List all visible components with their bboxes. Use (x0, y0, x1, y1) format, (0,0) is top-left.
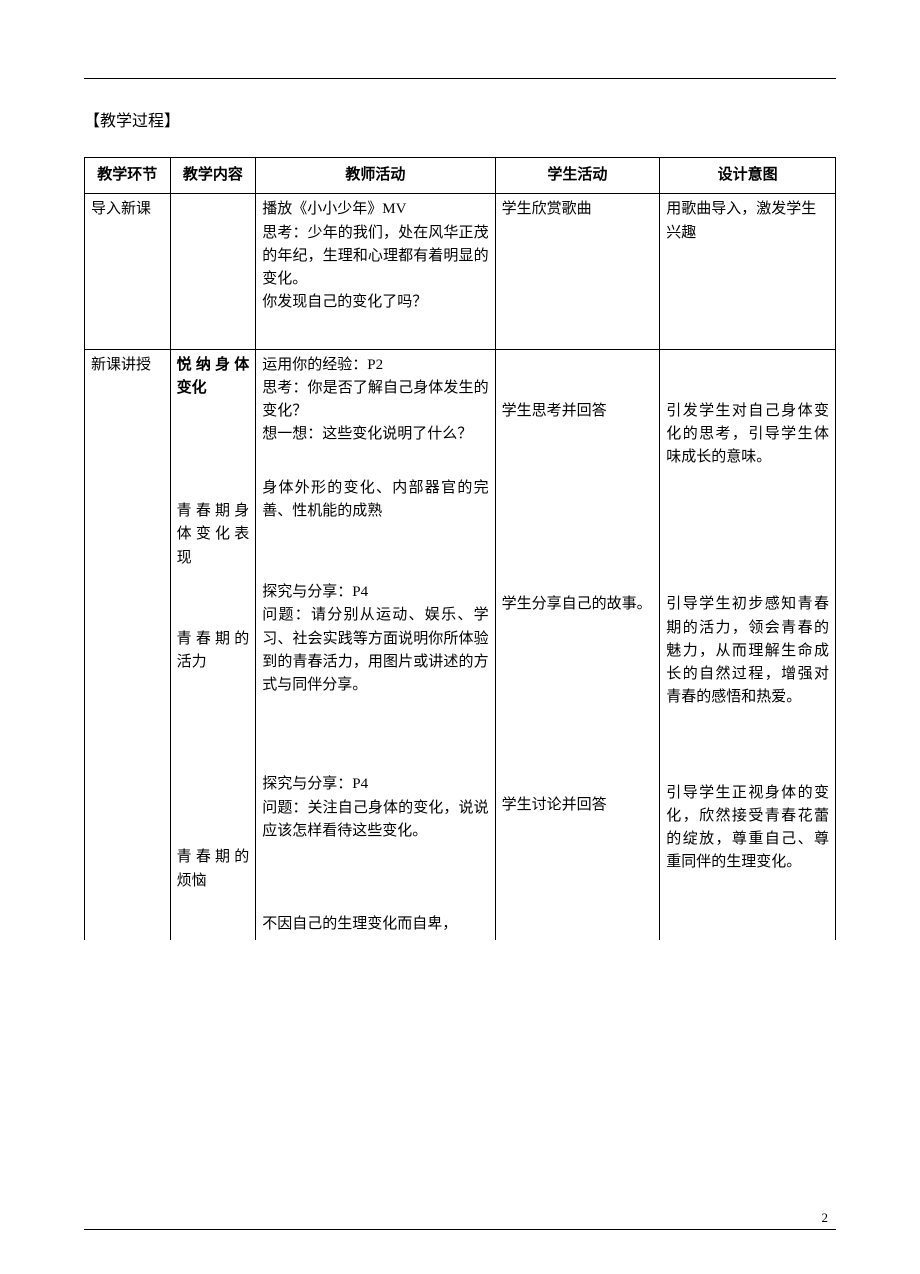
b3-student: 学生分享自己的故事。 (502, 593, 654, 616)
intro-teacher-l2: 思考：少年的我们，处在风华正茂的年纪，生理和心理都有着明显的变化。 (262, 222, 488, 292)
col-student: 学生活动 (495, 158, 660, 194)
b3-teacher-l1: 探究与分享：P4 (262, 581, 488, 604)
intro-content (170, 194, 256, 349)
b1-student: 学生思考并回答 (502, 400, 654, 423)
b4-student: 学生讨论并回答 (502, 794, 654, 817)
tail-line: 不因自己的生理变化而自卑， (262, 913, 488, 936)
header-rule (84, 78, 836, 79)
intro-intent: 用歌曲导入，激发学生兴趣 (660, 194, 836, 349)
intro-teacher: 播放《小小少年》MV 思考：少年的我们，处在风华正茂的年纪，生理和心理都有着明显… (256, 194, 495, 349)
main-content-col: 悦纳身体变化 青春期身体变化表现 青春期的活力 青春期的烦恼 (170, 349, 256, 940)
intro-row: 导入新课 播放《小小少年》MV 思考：少年的我们，处在风华正茂的年纪，生理和心理… (85, 194, 836, 349)
b2-teacher: 身体外形的变化、内部器官的完善、性机能的成熟 (262, 477, 488, 524)
b2-content: 青春期身体变化表现 (177, 500, 250, 570)
main-student-col: 学生思考并回答 学生分享自己的故事。 学生讨论并回答 (495, 349, 660, 940)
intro-student: 学生欣赏歌曲 (495, 194, 660, 349)
lesson-table: 教学环节 教学内容 教师活动 学生活动 设计意图 导入新课 播放《小小少年》MV… (84, 157, 836, 940)
b4-intent: 引导学生正视身体的变化，欣然接受青春花蕾的绽放，尊重自己、尊重同伴的生理变化。 (666, 782, 829, 875)
section-title: 【教学过程】 (84, 107, 836, 131)
main-intent-col: 引发学生对自己身体变化的思考，引导学生体味成长的意味。 引导学生初步感知青春期的… (660, 349, 836, 940)
b4-content: 青春期的烦恼 (177, 846, 250, 893)
intro-stage: 导入新课 (85, 194, 171, 349)
b3-content: 青春期的活力 (177, 628, 250, 675)
col-stage: 教学环节 (85, 158, 171, 194)
b1-intent: 引发学生对自己身体变化的思考，引导学生体味成长的意味。 (666, 400, 829, 470)
b4-teacher-l2: 问题：关注自己身体的变化，说说应该怎样看待这些变化。 (262, 797, 488, 844)
b3-teacher-l2: 问题：请分别从运动、娱乐、学习、社会实践等方面说明你所体验到的青春活力，用图片或… (262, 604, 488, 697)
footer-rule (84, 1229, 836, 1230)
page-number: 2 (822, 1210, 829, 1226)
intro-teacher-l3: 你发现自己的变化了吗？ (262, 291, 488, 314)
page-footer: 2 (0, 1229, 920, 1238)
table-header-row: 教学环节 教学内容 教师活动 学生活动 设计意图 (85, 158, 836, 194)
main-stage: 新课讲授 (85, 349, 171, 940)
b4-teacher-l1: 探究与分享：P4 (262, 773, 488, 796)
col-content: 教学内容 (170, 158, 256, 194)
b1-teacher-l3: 想一想：这些变化说明了什么？ (262, 423, 488, 446)
col-teacher: 教师活动 (256, 158, 495, 194)
b1-teacher-l1: 运用你的经验：P2 (262, 354, 488, 377)
col-intent: 设计意图 (660, 158, 836, 194)
b1-teacher-l2: 思考：你是否了解自己身体发生的变化？ (262, 377, 488, 424)
b1-content: 悦纳身体变化 (177, 354, 250, 401)
b3-intent: 引导学生初步感知青春期的活力，领会青春的魅力，从而理解生命成长的自然过程，增强对… (666, 593, 829, 709)
page-container: 【教学过程】 教学环节 教学内容 教师活动 学生活动 设计意图 导入新课 播放《… (0, 0, 920, 1274)
intro-teacher-l1: 播放《小小少年》MV (262, 198, 488, 221)
main-row: 新课讲授 悦纳身体变化 青春期身体变化表现 青春期的活力 青春期的烦恼 运用你的… (85, 349, 836, 940)
main-teacher-col: 运用你的经验：P2 思考：你是否了解自己身体发生的变化？ 想一想：这些变化说明了… (256, 349, 495, 940)
